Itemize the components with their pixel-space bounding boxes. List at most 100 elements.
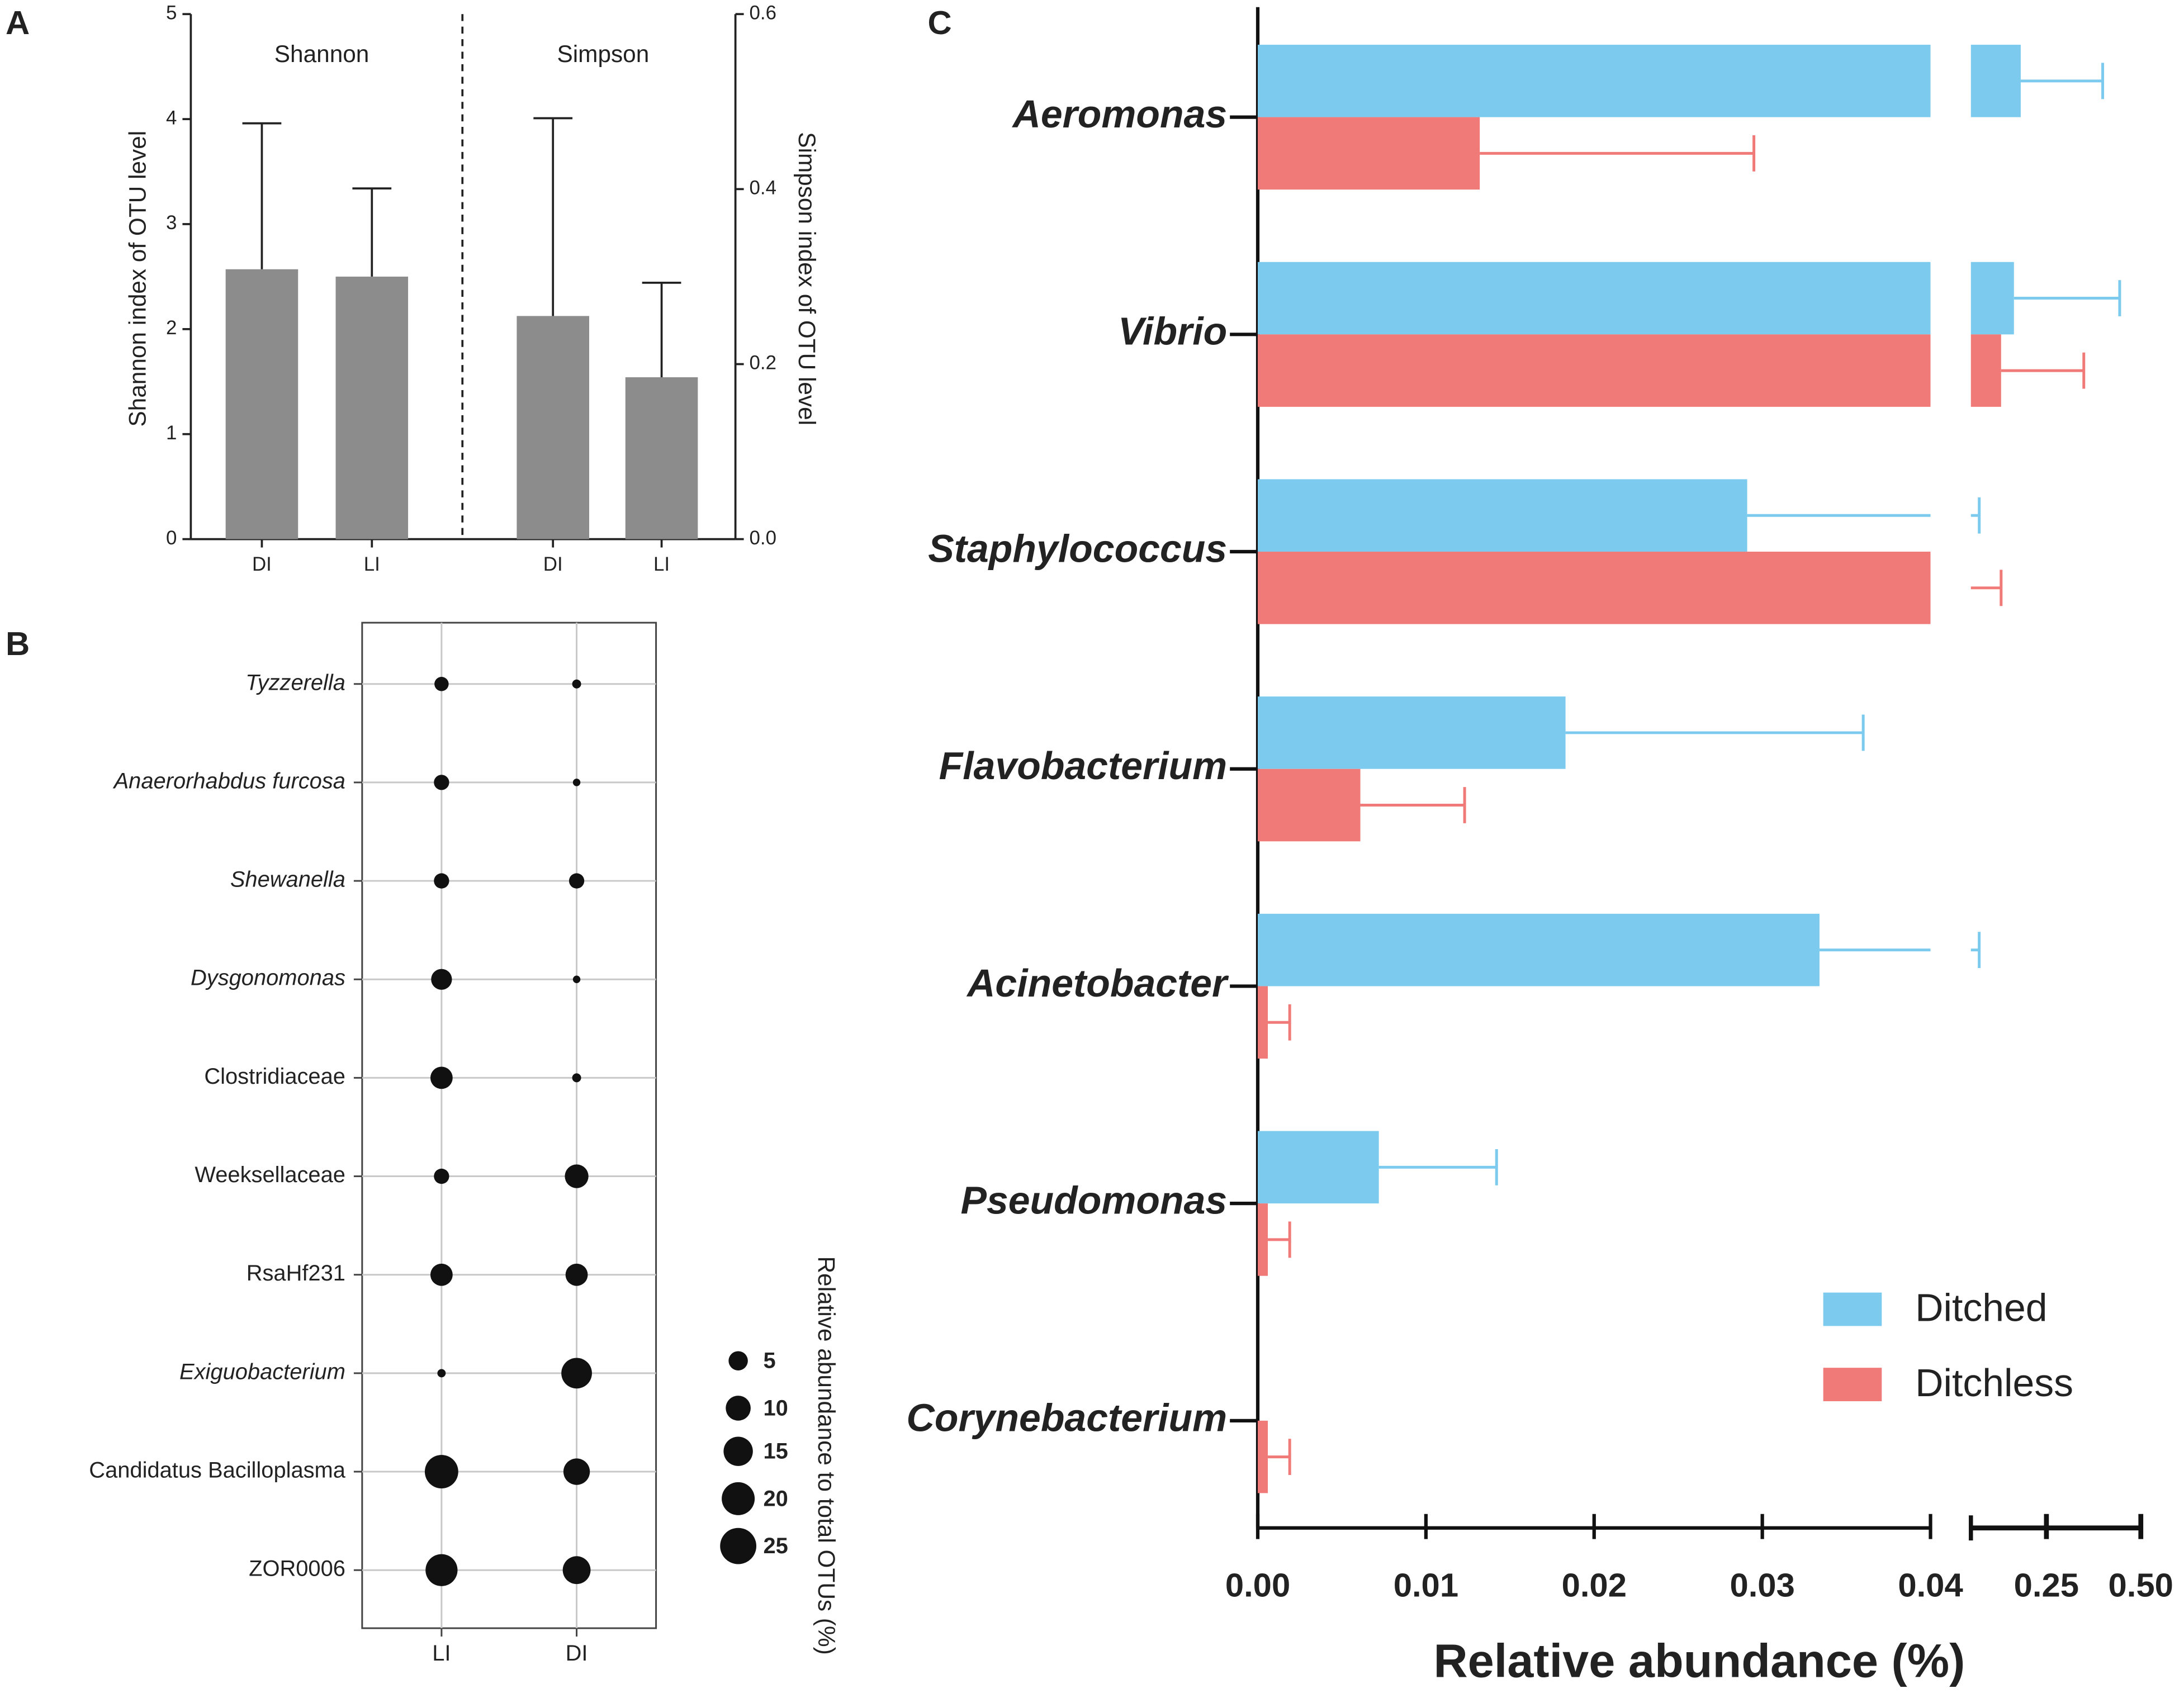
x-tick-label: 0.01 bbox=[1394, 1567, 1458, 1604]
y-tick-label: Acinetobacter bbox=[966, 961, 1229, 1005]
y-tick-label: 3 bbox=[166, 212, 177, 234]
bar bbox=[1970, 334, 2001, 407]
bar bbox=[1258, 479, 1747, 552]
y-tick-label: Weeksellaceae bbox=[195, 1163, 345, 1187]
x-tick-label: LI bbox=[364, 553, 380, 575]
legend-label: 25 bbox=[763, 1534, 788, 1558]
y-tick-label: Tyzzerella bbox=[245, 670, 345, 695]
legend-swatch bbox=[1823, 1292, 1882, 1326]
y-tick-label: Vibrio bbox=[1118, 310, 1227, 353]
y-tick-label: Staphylococcus bbox=[928, 527, 1227, 570]
panel-letter: C bbox=[927, 4, 951, 41]
y-tick-label: Corynebacterium bbox=[907, 1396, 1228, 1439]
y-tick-label: 4 bbox=[166, 107, 177, 129]
x-tick-label: 0.03 bbox=[1730, 1567, 1794, 1604]
bubble bbox=[430, 1066, 453, 1089]
bubble bbox=[434, 873, 449, 889]
bar bbox=[1258, 1203, 1268, 1276]
bar bbox=[1258, 1131, 1379, 1204]
x-tick-label: 0.00 bbox=[1225, 1567, 1290, 1604]
x-tick-label: DI bbox=[252, 553, 272, 575]
bubble bbox=[572, 679, 581, 689]
y2-tick-label: 0.4 bbox=[750, 177, 776, 199]
bubble bbox=[434, 676, 449, 691]
x-tick-label: DI bbox=[566, 1641, 588, 1666]
y-tick-label: 5 bbox=[166, 2, 177, 23]
bar bbox=[1258, 769, 1361, 842]
bar bbox=[1970, 262, 2014, 335]
y-tick-label: Exiguobacterium bbox=[179, 1359, 345, 1384]
x-tick-label: LI bbox=[653, 553, 670, 575]
y-tick-label: RsaHf231 bbox=[247, 1261, 345, 1286]
y-tick-label: 1 bbox=[166, 422, 177, 444]
bubble bbox=[431, 969, 452, 990]
legend-label: Ditched bbox=[1915, 1286, 2048, 1329]
x-tick-label: 0.04 bbox=[1898, 1567, 1963, 1604]
bubble bbox=[565, 1263, 588, 1286]
bar bbox=[335, 276, 409, 539]
bubble bbox=[572, 779, 581, 786]
x-tick-label: 0.50 bbox=[2109, 1567, 2173, 1604]
y-tick-label: 0 bbox=[166, 527, 177, 549]
x-tick-label: 0.02 bbox=[1562, 1567, 1627, 1604]
bubble bbox=[425, 1554, 458, 1586]
bar bbox=[1258, 334, 1931, 407]
bubble bbox=[434, 775, 449, 790]
y-tick-label: Shewanella bbox=[230, 867, 345, 892]
bar bbox=[1258, 986, 1268, 1059]
y-tick-label: Flavobacterium bbox=[939, 744, 1228, 788]
y2-tick-label: 0.6 bbox=[750, 2, 776, 23]
bubble bbox=[437, 1369, 446, 1378]
y-tick-label: Candidatus Bacilloplasma bbox=[89, 1458, 345, 1483]
bar bbox=[625, 377, 698, 539]
group-label: Shannon bbox=[274, 41, 369, 67]
y-tick-label: ZOR0006 bbox=[249, 1557, 345, 1581]
y-tick-label: 2 bbox=[166, 317, 177, 339]
bubble bbox=[561, 1358, 592, 1389]
panel-letter: A bbox=[6, 4, 30, 41]
y2-axis-label: Simpson index of OTU level bbox=[794, 132, 820, 425]
legend-bubble bbox=[722, 1482, 755, 1515]
legend-bubble bbox=[728, 1351, 748, 1370]
x-tick-label: DI bbox=[543, 553, 563, 575]
bubble bbox=[434, 1168, 449, 1184]
bubble bbox=[572, 975, 581, 983]
bubble bbox=[424, 1455, 458, 1488]
bar bbox=[1970, 45, 2021, 117]
y-tick-label: Dysgonomonas bbox=[191, 966, 345, 990]
plot-frame bbox=[361, 622, 657, 1629]
bar bbox=[1258, 1420, 1268, 1493]
y-axis-label: Shannon index of OTU level bbox=[124, 131, 150, 427]
legend-label: 5 bbox=[763, 1349, 775, 1373]
legend-label: Ditchless bbox=[1915, 1361, 2073, 1405]
bubble bbox=[565, 1164, 589, 1188]
bar bbox=[1258, 552, 1931, 624]
panel-letter: B bbox=[6, 625, 30, 662]
x-tick-label: LI bbox=[432, 1641, 451, 1666]
legend-label: 20 bbox=[763, 1486, 788, 1511]
size-axis-label: Relative abundance to total OTUs (%) bbox=[813, 1256, 840, 1655]
x-tick-label: 0.25 bbox=[2014, 1567, 2079, 1604]
y-tick-label: Pseudomonas bbox=[960, 1179, 1227, 1222]
bar bbox=[225, 269, 299, 539]
bubble bbox=[562, 1556, 591, 1585]
y-tick-label: Anaerorhabdus furcosa bbox=[113, 769, 345, 793]
bubble bbox=[572, 1073, 581, 1083]
y-tick-label: Clostridiaceae bbox=[204, 1064, 345, 1089]
bar bbox=[1258, 45, 1931, 117]
bar bbox=[1258, 696, 1566, 769]
bar bbox=[1258, 262, 1931, 335]
x-axis-label: Relative abundance (%) bbox=[1433, 1634, 1965, 1687]
legend-bubble bbox=[720, 1528, 756, 1564]
y2-tick-label: 0.0 bbox=[750, 527, 776, 549]
bubble bbox=[430, 1263, 453, 1286]
bar bbox=[1258, 117, 1480, 190]
bubble bbox=[563, 1458, 590, 1485]
y2-tick-label: 0.2 bbox=[750, 352, 776, 374]
legend-bubble bbox=[723, 1436, 753, 1466]
legend-bubble bbox=[726, 1396, 751, 1421]
legend-label: 10 bbox=[763, 1396, 788, 1420]
bubble bbox=[568, 873, 585, 889]
group-label: Simpson bbox=[557, 41, 650, 67]
